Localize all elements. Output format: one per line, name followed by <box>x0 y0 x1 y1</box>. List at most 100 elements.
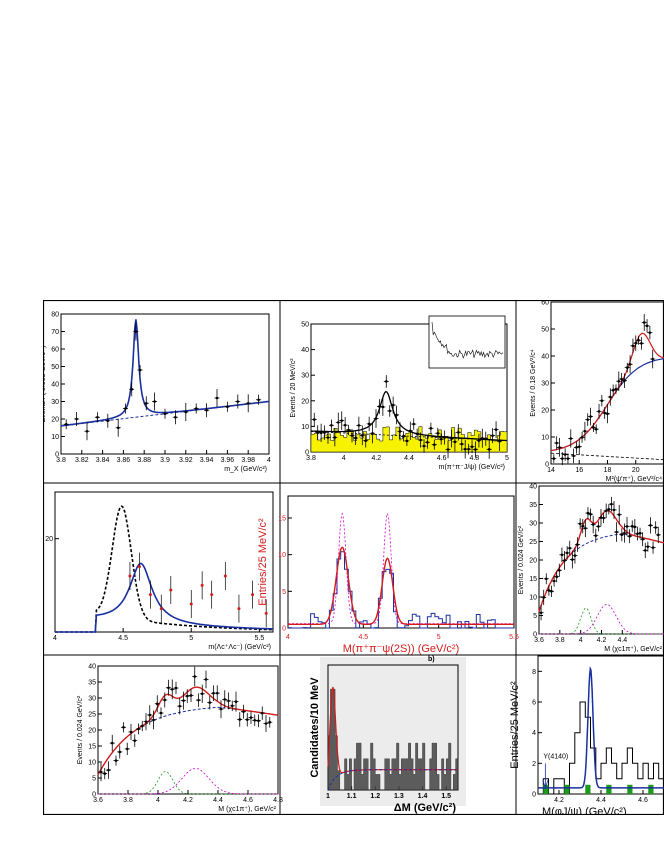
data-point <box>563 453 567 456</box>
y-tick-label: 50 <box>301 322 309 329</box>
data-point <box>555 441 558 445</box>
plot-frame <box>60 313 270 455</box>
data-point <box>319 431 323 435</box>
y-tick-label: 0 <box>55 452 59 459</box>
background-bar <box>627 784 633 794</box>
data-point <box>178 704 182 708</box>
data-point <box>360 434 364 437</box>
data-point <box>586 511 590 515</box>
y-tick-label: 0 <box>545 462 549 469</box>
y-axis-label: Candidates/10 MeV <box>309 677 321 778</box>
x-tick-label: 5.5 <box>509 634 519 641</box>
data-point <box>623 379 626 382</box>
x-axis-label: M(π⁺π⁻ψ(2S)) (GeV/c²) <box>343 643 460 655</box>
data-point <box>405 439 409 443</box>
data-point <box>64 422 68 426</box>
data-point <box>597 410 601 413</box>
y-tick-label: 15 <box>88 744 96 751</box>
signal-fit <box>538 666 664 789</box>
background-fit <box>310 431 508 442</box>
data-point <box>565 551 569 555</box>
data-point <box>223 698 227 701</box>
x-tick-label: 5 <box>505 455 509 462</box>
p7-plot: 3.6 3.8 4 4.2 4.4 4.6 4.8 0 5 10 15 20 25 30 35 40 M (χc… <box>77 664 283 814</box>
data-point <box>628 362 632 366</box>
inset-frame <box>428 315 506 369</box>
y-tick-label: 20 <box>51 417 59 424</box>
y-tick-label: 40 <box>301 347 309 354</box>
data-point <box>433 443 436 446</box>
mc-curve <box>288 512 514 624</box>
plots-svg: 3.8 3.82 3.84 3.86 3.88 3.9 3.92 3.94 3.96 3.98 40… <box>43 300 664 815</box>
data-point <box>170 687 174 691</box>
data-point <box>450 437 453 440</box>
background-fit <box>538 533 664 612</box>
x-tick-label: 1.3 <box>394 793 404 800</box>
data-point <box>395 413 398 417</box>
data-point <box>402 435 405 438</box>
p3-plot: 14 16 18 20 0 10 20 30 40 50 60 M²(ψ′π⁺), GeV²/c⁴ Ev… <box>530 300 664 483</box>
data-point <box>114 759 118 762</box>
data-point <box>560 553 564 557</box>
data-point <box>223 574 227 578</box>
data-point <box>268 720 272 724</box>
data-point <box>194 407 198 410</box>
data-point <box>558 446 561 449</box>
data-point <box>586 418 590 421</box>
data-point <box>133 739 137 742</box>
y-tick-label: 5 <box>282 589 286 596</box>
signal-fit <box>550 332 664 452</box>
x-tick-label: 4.2 <box>183 797 193 804</box>
data-point <box>200 692 204 696</box>
x-tick-label: 4 <box>579 637 583 644</box>
data-point <box>640 342 643 345</box>
x-tick-label: 4.4 <box>404 455 414 462</box>
data-point <box>144 720 148 723</box>
data-point <box>230 704 234 708</box>
data-point <box>242 710 245 713</box>
data-point <box>409 429 412 433</box>
x-axis-label: M(φJ/ψ) (GeV/c²) <box>542 806 627 815</box>
background-fit <box>327 769 458 791</box>
data-point <box>189 694 193 697</box>
data-point <box>208 701 212 704</box>
annotation-arrowhead <box>542 780 549 790</box>
y-tick-label: 10 <box>51 434 59 441</box>
x-axis-label: m_X (GeV/c²) <box>224 466 267 473</box>
data-point <box>134 330 138 333</box>
data-point <box>234 700 238 703</box>
data-point <box>144 401 148 405</box>
data-point <box>125 747 129 751</box>
data-point <box>594 427 598 431</box>
signal-fit <box>310 390 507 442</box>
y-tick-label: 40 <box>541 354 549 361</box>
x-tick-label: 4 <box>156 797 160 804</box>
x-tick-label: 4.6 <box>638 797 648 804</box>
y-tick-label: 25 <box>88 712 96 719</box>
data-point <box>138 368 142 372</box>
data-point <box>116 426 120 430</box>
x-tick-label: 18 <box>604 467 612 474</box>
phase-space <box>550 452 664 461</box>
y-tick-label: 10 <box>278 552 286 559</box>
data-point <box>140 724 144 728</box>
p6-plot: 3.6 3.8 4 4.2 4.4 0 5 10 15 20 25 30 35 40 M (χc1π⁺), … <box>518 484 664 653</box>
data-point <box>615 530 618 534</box>
x-tick-label: 4.8 <box>469 455 479 462</box>
data-point <box>312 418 316 421</box>
data-point <box>257 719 260 723</box>
data-point <box>566 457 570 460</box>
x-tick-label: 5.5 <box>255 635 265 642</box>
data-point <box>155 702 159 706</box>
x-tick-label: 5 <box>189 635 193 642</box>
data-point <box>130 387 134 391</box>
data-point <box>85 429 89 433</box>
data-point <box>638 531 642 535</box>
x-tick-label: 4 <box>342 455 346 462</box>
data-point <box>649 524 652 527</box>
data-point <box>174 415 177 419</box>
x-tick-label: 4.6 <box>437 455 447 462</box>
data-point <box>374 417 378 420</box>
data-point <box>561 457 564 460</box>
data-point <box>182 699 185 702</box>
